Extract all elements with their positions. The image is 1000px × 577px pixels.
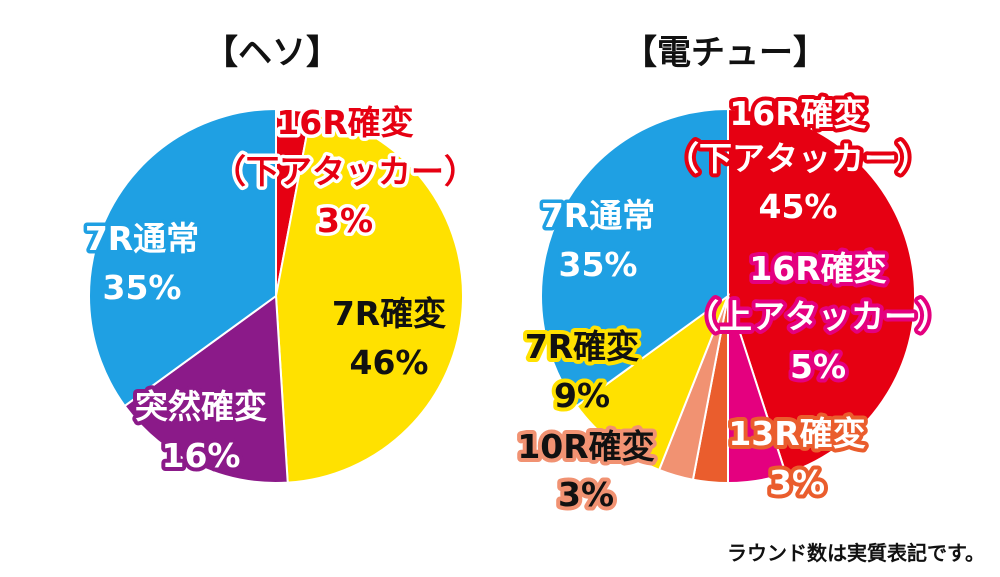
pie-slice xyxy=(88,107,277,408)
slice-name-line: 7R確変 xyxy=(525,327,639,366)
denchu-label-16r-upper: 16R確変 （上アタッカー） 5% xyxy=(682,245,954,390)
denchu-label-7r-tsujo: 7R通常 35% xyxy=(537,193,658,288)
denchu-label-7r-kakuhen: 7R確変 9% xyxy=(521,323,643,419)
denchu-pie-slices xyxy=(540,107,917,485)
slice-name-line: 7R確変 xyxy=(332,294,446,333)
heso-label-7r-kakuhen: 7R確変 46% xyxy=(329,291,449,385)
slice-value-label: 5% xyxy=(790,347,846,386)
slice-value-label: 46% xyxy=(350,343,429,382)
slice-value-label: 3% xyxy=(317,201,373,240)
slice-name-line: 16R確変 xyxy=(276,103,413,142)
denchu-label-16r-lower: 16R確変 （下アタッカー） 45% xyxy=(662,90,934,230)
denchu-label-13r-kakuhen: 13R確変 3% xyxy=(724,410,869,506)
pie-slice xyxy=(123,294,289,484)
slice-value-label: 35% xyxy=(559,245,638,284)
slice-name-line: 13R確変 xyxy=(728,414,865,453)
slice-name-line: （下アタッカー） xyxy=(666,139,930,178)
heso-label-7r-tsujo: 7R通常 35% xyxy=(81,216,202,311)
slice-name-line: 10R確変 xyxy=(517,427,654,466)
slice-name-line: 16R確変 xyxy=(749,249,886,288)
slice-name-line: （上アタッカー） xyxy=(686,297,950,336)
pie-slice xyxy=(727,107,917,476)
slice-value-label: 35% xyxy=(103,268,182,307)
footnote: ラウンド数は実質表記です。 xyxy=(727,541,985,565)
slice-name-line: 7R通常 xyxy=(541,196,655,235)
denchu-label-10r-kakuhen: 10R確変 3% xyxy=(513,423,658,518)
heso-chart-title: 【ヘソ】 xyxy=(204,33,340,73)
slice-value-label: 3% xyxy=(558,475,614,514)
slice-value-label: 3% xyxy=(769,463,825,502)
slice-value-label: 16% xyxy=(162,436,241,475)
heso-label-totsuzen-kakuhen: 突然確変 16% xyxy=(131,383,271,479)
slice-name-line: 突然確変 xyxy=(135,387,267,426)
pie-slice xyxy=(575,293,731,472)
slice-value-label: 9% xyxy=(554,376,610,415)
slice-value-label: 45% xyxy=(759,187,838,226)
pie-slice xyxy=(540,107,729,408)
slice-name-line: 7R通常 xyxy=(85,219,199,258)
slice-name-line: （下アタッカー） xyxy=(213,152,477,191)
denchu-chart-title: 【電チュー】 xyxy=(623,33,827,73)
slice-name-line: 16R確変 xyxy=(729,94,866,133)
pie-slice xyxy=(274,111,465,484)
heso-pie-slices xyxy=(88,107,465,484)
heso-label-16r-lower: 16R確変 （下アタッカー） 3% xyxy=(210,100,481,244)
